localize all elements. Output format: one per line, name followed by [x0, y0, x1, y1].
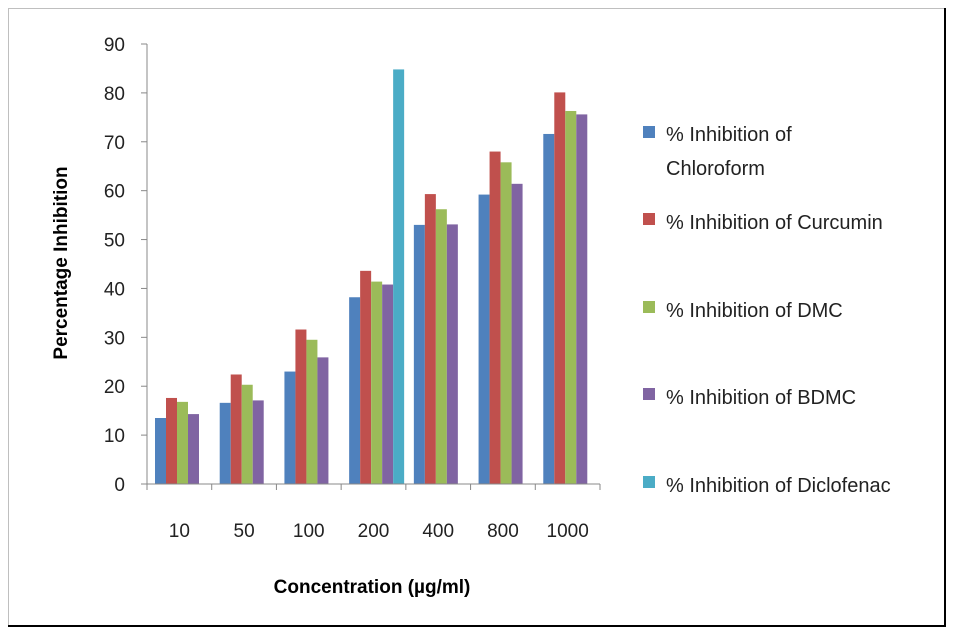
bar [230, 374, 242, 484]
x-tick-label: 800 [487, 521, 519, 542]
legend-swatch [643, 476, 655, 488]
y-tick-label: 80 [104, 84, 125, 105]
bar [446, 224, 458, 484]
y-axis-title: Percentage Inhibition [51, 166, 72, 359]
bar [393, 69, 405, 484]
bar [576, 114, 588, 485]
x-axis-ticks: 10 50 100 200 400 800 1000 [146, 484, 601, 542]
legend: % Inhibition of Chloroform % Inhibition of… [643, 124, 891, 497]
bar [241, 384, 253, 484]
bar [295, 329, 307, 484]
bar [565, 110, 577, 484]
bar [349, 297, 361, 484]
bar [306, 339, 318, 484]
bar [500, 162, 512, 485]
x-axis-title: Concentration (µg/ml) [274, 577, 471, 598]
legend-label: % Inhibition of Diclofenac [666, 475, 891, 497]
bars [155, 69, 588, 485]
legend-label: % Inhibition of Curcumin [666, 212, 883, 234]
legend-swatch [643, 301, 655, 313]
legend-swatch [643, 213, 655, 225]
bar [360, 270, 372, 484]
legend-label: % Inhibition of BDMC [666, 387, 856, 409]
bar [166, 397, 177, 484]
frame-bottom-edge [8, 625, 946, 627]
y-tick-label: 20 [104, 377, 125, 398]
y-axis-ticks: 0 10 20 30 40 50 60 70 80 90 [104, 35, 147, 496]
legend-swatch [643, 388, 655, 400]
bar [155, 418, 166, 484]
bar [284, 371, 296, 484]
x-tick-label: 200 [358, 521, 390, 542]
bar [554, 92, 566, 485]
bar [188, 414, 199, 484]
legend-swatch [643, 126, 655, 138]
bar [478, 194, 490, 485]
bar [413, 224, 425, 484]
axes [146, 44, 600, 485]
y-tick-label: 40 [104, 279, 125, 300]
x-tick-label: 400 [422, 521, 454, 542]
bar [543, 133, 555, 484]
y-tick-label: 50 [104, 231, 125, 252]
y-tick-label: 30 [104, 328, 125, 349]
bar [489, 151, 501, 485]
y-tick-label: 70 [104, 133, 125, 154]
bar [424, 194, 436, 485]
y-tick-label: 90 [104, 35, 125, 56]
y-tick-label: 60 [104, 182, 125, 203]
bar [435, 209, 447, 484]
bar [177, 401, 188, 484]
y-tick-label: 0 [114, 475, 125, 496]
bar [371, 281, 383, 484]
x-tick-label: 10 [169, 521, 190, 542]
bar [252, 400, 264, 484]
bar [382, 284, 394, 484]
legend-label: % Inhibition of DMC [666, 300, 843, 322]
bar [219, 402, 231, 484]
x-tick-label: 50 [234, 521, 255, 542]
bar [317, 357, 329, 484]
legend-label: % Inhibition of Chloroform [666, 124, 792, 180]
frame-right-edge [944, 8, 946, 626]
x-tick-label: 1000 [547, 521, 589, 542]
y-tick-label: 10 [104, 426, 125, 447]
bar [511, 183, 523, 485]
x-tick-label: 100 [293, 521, 325, 542]
